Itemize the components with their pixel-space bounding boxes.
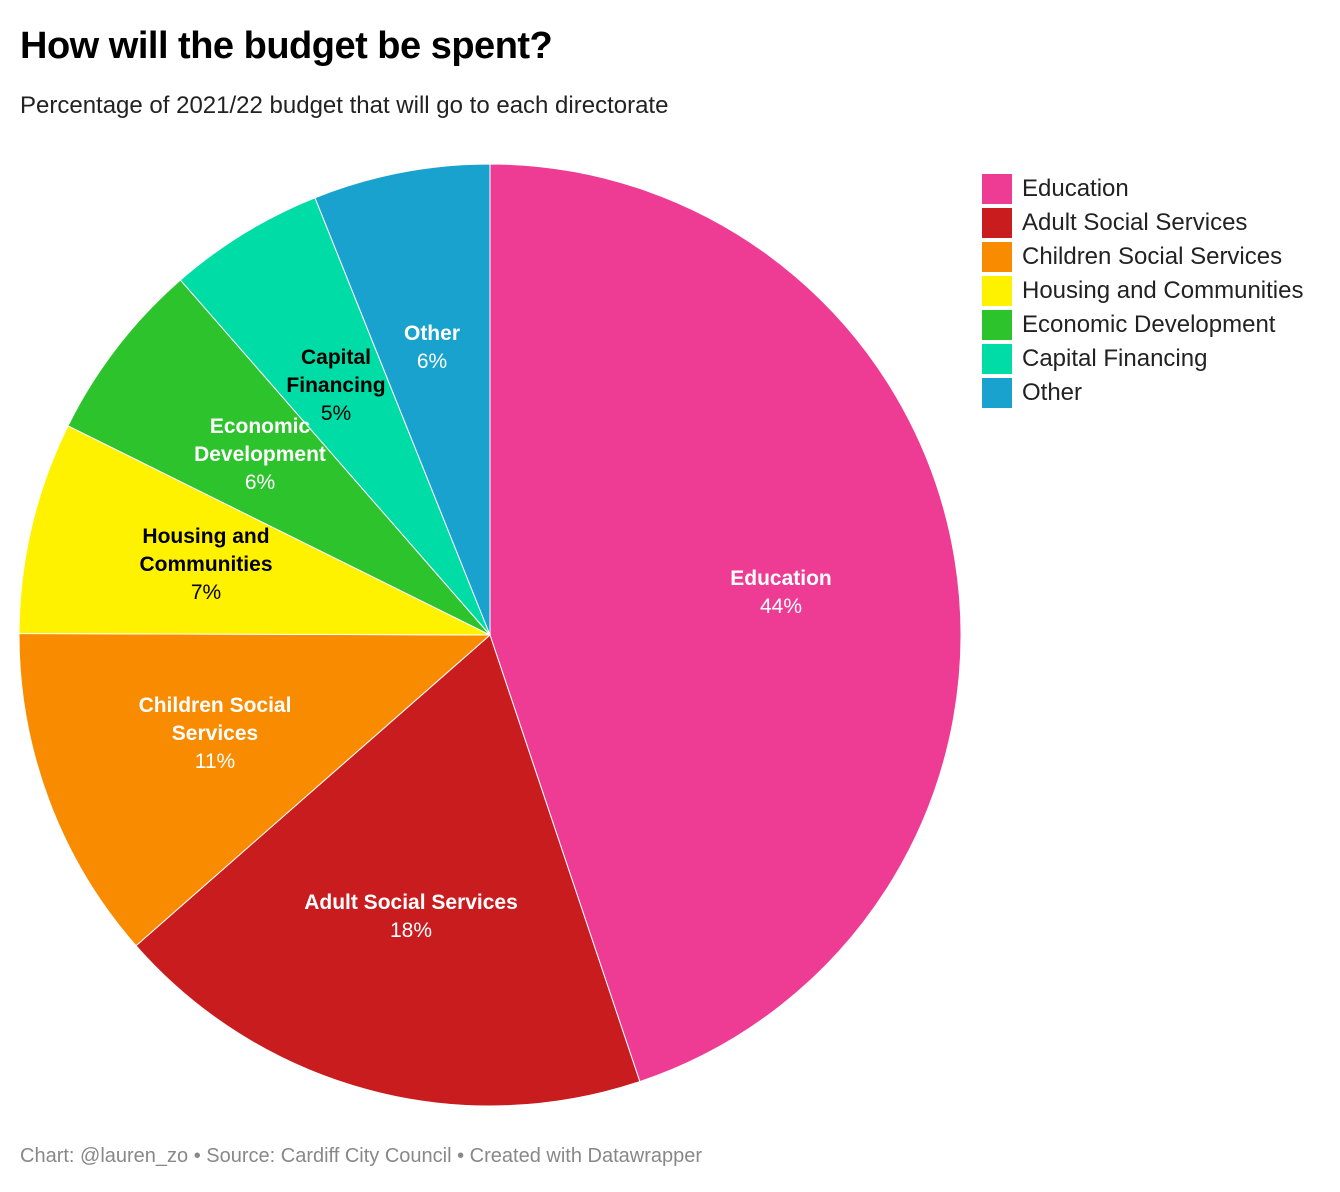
legend-swatch	[982, 378, 1012, 408]
legend-item-capital-financing: Capital Financing	[982, 342, 1303, 376]
legend-label: Education	[1022, 175, 1129, 202]
pie-slice-housing-and-communities	[18, 425, 491, 636]
chart-title: How will the budget be spent?	[20, 25, 553, 67]
legend-item-housing-and-communities: Housing and Communities	[982, 274, 1303, 308]
pie-slice-other	[314, 163, 491, 636]
legend-label: Other	[1022, 379, 1083, 406]
chart-subtitle: Percentage of 2021/22 budget that will g…	[20, 92, 669, 119]
legend-item-children-social-services: Children Social Services	[982, 240, 1303, 274]
legend-swatch	[982, 310, 1012, 340]
chart-legend: Education Adult Social Services Children…	[982, 172, 1303, 410]
legend-swatch	[982, 344, 1012, 374]
legend-label: Children Social Services	[1022, 243, 1283, 270]
legend-label: Housing and Communities	[1022, 277, 1304, 304]
legend-label: Adult Social Services	[1022, 209, 1248, 236]
slice-label: Housing and Communities 7%	[139, 525, 272, 604]
slice-label: Education 44%	[730, 567, 832, 618]
slice-label: Other 6%	[404, 322, 460, 373]
pie-slice-capital-financing	[179, 197, 491, 636]
legend-item-other: Other	[982, 376, 1303, 410]
pie-slice-children-social-services	[18, 633, 492, 947]
pie-slices	[18, 163, 962, 1107]
legend-item-education: Education	[982, 172, 1303, 206]
legend-item-economic-development: Economic Development	[982, 308, 1303, 342]
legend-label: Economic Development	[1022, 311, 1276, 338]
pie-slice-adult-social-services	[135, 634, 641, 1107]
pie-labels: Education 44% Adult Social Services 18% Chil…	[139, 322, 832, 942]
pie-slice-economic-development	[67, 279, 491, 636]
slice-label: Children Social Services 11%	[139, 694, 292, 773]
legend-label: Capital Financing	[1022, 345, 1208, 372]
chart-footer: Chart: @lauren_zo • Source: Cardiff City…	[20, 1145, 703, 1167]
legend-swatch	[982, 242, 1012, 272]
slice-label: Capital Financing 5%	[286, 346, 385, 425]
pie-slice-education	[489, 163, 962, 1083]
slice-label: Economic Development 6%	[194, 415, 326, 494]
slice-label: Adult Social Services 18%	[304, 891, 518, 942]
legend-item-adult-social-services: Adult Social Services	[982, 206, 1303, 240]
legend-swatch	[982, 174, 1012, 204]
legend-swatch	[982, 276, 1012, 306]
legend-swatch	[982, 208, 1012, 238]
